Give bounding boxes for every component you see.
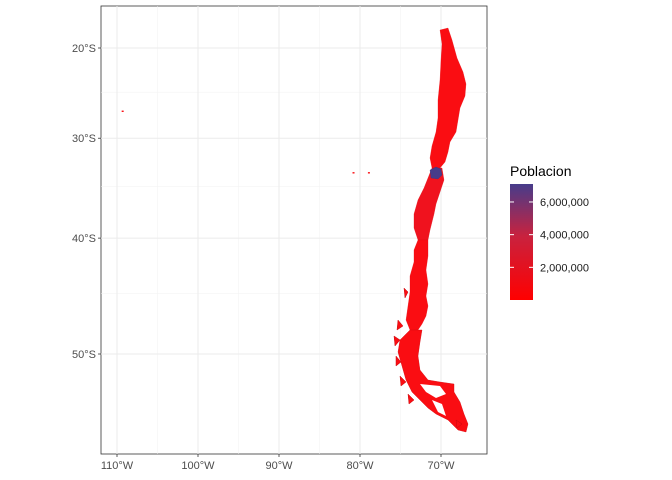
region-north [429,27,467,169]
legend-break-label: 2,000,000 [540,262,589,274]
y-tick-label: 20°S [72,43,96,55]
y-axis: 20°S 30°S 40°S 50°S [72,43,101,361]
island-marker [367,172,370,174]
legend-title: Poblacion [510,163,572,179]
region-capital [429,166,443,180]
islands [121,110,370,174]
region-south [405,239,429,331]
y-tick-label: 40°S [72,233,96,245]
legend-break-label: 6,000,000 [540,197,589,209]
region-patagonia [397,329,469,433]
archipelago-fragments [393,287,463,429]
x-axis: 110°W 100°W 90°W 80°W 70°W [101,454,455,472]
x-tick-label: 80°W [346,460,374,472]
strait-gap [420,384,446,398]
y-tick-label: 50°S [72,349,96,361]
region-central [413,167,445,241]
chile-map [393,27,469,433]
fjord-gap [432,400,446,416]
y-tick-label: 30°S [72,133,96,145]
legend-breaks: 2,000,000 4,000,000 6,000,000 [510,197,589,274]
x-tick-label: 90°W [265,460,293,472]
island-marker [121,110,124,112]
island-marker [352,172,355,174]
legend-break-label: 4,000,000 [540,230,589,242]
legend: Poblacion 2,000,000 4,000,000 6,000,000 [510,163,589,300]
x-tick-label: 110°W [101,460,134,472]
x-tick-label: 70°W [427,460,455,472]
legend-colorbar [510,184,533,300]
x-tick-label: 100°W [181,460,215,472]
